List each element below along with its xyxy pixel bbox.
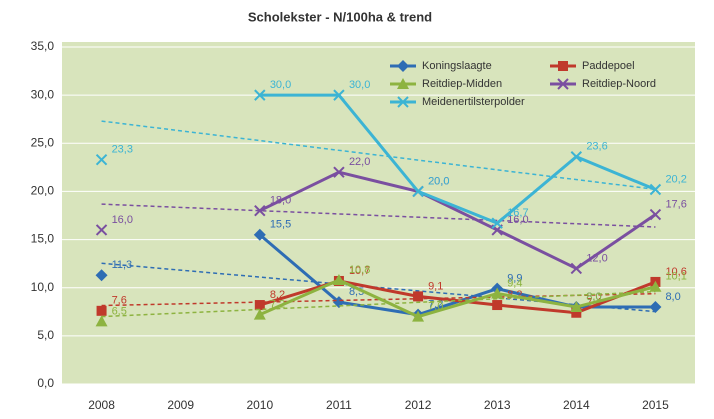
series-line — [259, 170, 657, 271]
data-point — [95, 315, 108, 327]
legend-marker — [397, 78, 409, 89]
data-point — [570, 300, 583, 312]
data-point — [96, 305, 107, 316]
data-label: 11,3 — [112, 259, 133, 271]
data-label: 8,0 — [586, 291, 601, 303]
data-point — [95, 224, 108, 236]
legend-label: Paddepoel — [582, 60, 635, 72]
data-point — [253, 308, 266, 320]
data-label: 16,0 — [112, 214, 133, 226]
data-label: 10,8 — [349, 264, 370, 276]
legend-marker — [397, 60, 409, 72]
data-label: 20,0 — [428, 175, 449, 187]
data-label: 16,7 — [507, 207, 528, 219]
data-label: 10,6 — [665, 266, 686, 278]
data-point — [649, 300, 662, 313]
legend-label: Reitdiep-Midden — [422, 78, 502, 90]
data-label: 10,1 — [665, 271, 686, 283]
chart-title: Scholekster - N/100ha & trend — [248, 9, 432, 24]
data-point — [412, 310, 425, 322]
legend-label: Reitdiep-Noord — [582, 78, 656, 90]
series-line — [259, 278, 656, 319]
data-point — [333, 166, 345, 178]
legend-marker — [558, 61, 568, 71]
data-label: 18,0 — [270, 195, 291, 207]
data-label: 16,0 — [507, 214, 528, 226]
data-point — [254, 204, 266, 217]
y-tick-label: 20,0 — [31, 184, 55, 198]
x-tick-label: 2011 — [326, 398, 352, 412]
data-point — [412, 185, 424, 198]
legend — [380, 54, 685, 114]
data-label: 23,6 — [586, 141, 607, 153]
series-line — [259, 93, 657, 225]
data-point — [333, 89, 345, 101]
data-label: 6,5 — [112, 305, 127, 317]
y-tick-label: 10,0 — [31, 280, 55, 294]
x-tick-label: 2015 — [642, 398, 669, 412]
data-point — [492, 300, 503, 311]
y-tick-label: 0,0 — [37, 376, 54, 390]
trend-line — [101, 292, 656, 307]
y-tick-label: 35,0 — [31, 39, 55, 53]
data-point — [491, 287, 504, 299]
data-label: 17,6 — [665, 198, 686, 210]
data-point — [95, 269, 108, 282]
trend-line — [101, 290, 656, 318]
data-label: 20,2 — [665, 173, 686, 185]
data-point — [570, 262, 583, 275]
data-point — [649, 183, 662, 196]
legend-marker — [397, 96, 409, 108]
x-tick-label: 2009 — [167, 398, 194, 412]
data-point — [571, 307, 582, 318]
y-tick-label: 15,0 — [31, 232, 55, 246]
y-tick-label: 30,0 — [31, 87, 55, 101]
data-label: 12,0 — [586, 252, 607, 264]
data-label: 30,0 — [349, 79, 370, 91]
data-label: 7,0 — [428, 301, 443, 313]
data-point — [95, 153, 108, 166]
data-point — [491, 217, 503, 229]
data-label: 8,0 — [586, 291, 601, 303]
x-tick-label: 2014 — [563, 398, 590, 412]
data-label: 9,4 — [507, 277, 522, 289]
legend-label: Koningslaagte — [422, 60, 492, 72]
data-label: 7,2 — [270, 299, 285, 311]
data-point — [413, 291, 424, 302]
x-tick-label: 2010 — [246, 398, 273, 412]
data-label: 23,3 — [112, 144, 133, 156]
data-point — [253, 228, 266, 241]
data-label: 8,2 — [270, 289, 285, 301]
data-label: 7,6 — [112, 295, 127, 307]
data-point — [254, 300, 265, 311]
data-label: 20,0 — [428, 175, 449, 187]
data-point — [570, 151, 583, 163]
x-tick-label: 2013 — [484, 398, 511, 412]
data-label: 10,7 — [349, 265, 370, 277]
legend-label: Meidenertilsterpolder — [422, 96, 525, 108]
data-label: 9,9 — [507, 273, 522, 285]
trend-line — [101, 203, 656, 228]
data-label: 15,5 — [270, 219, 291, 231]
data-label: 8,0 — [665, 291, 680, 303]
x-tick-label: 2012 — [405, 398, 432, 412]
legend-marker — [557, 78, 569, 90]
data-point — [649, 208, 662, 221]
data-point — [649, 280, 662, 292]
data-point — [254, 89, 266, 101]
x-tick-label: 2008 — [88, 398, 115, 412]
data-label: 9,1 — [428, 280, 443, 292]
trend-line — [101, 120, 656, 191]
y-tick-label: 5,0 — [37, 328, 54, 342]
data-point — [332, 274, 345, 286]
data-label: 30,0 — [270, 79, 291, 91]
y-tick-label: 25,0 — [31, 135, 55, 149]
data-label: 22,0 — [349, 156, 370, 168]
